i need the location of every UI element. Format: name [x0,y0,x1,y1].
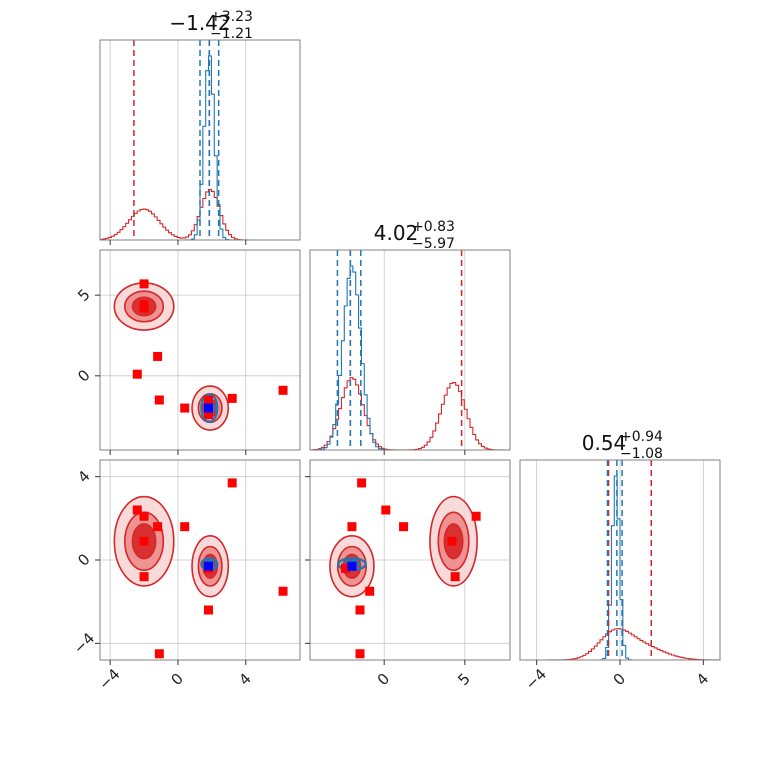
marker-red [154,395,164,405]
marker-red [139,279,149,289]
marker-red [154,649,164,659]
tick-label-y: 4 [74,467,93,486]
marker-red [139,511,149,521]
title-3-plus: +0.94 [620,429,663,445]
title-1-plus: +3.23 [210,9,253,25]
marker-red [203,605,213,615]
marker-red [278,586,288,596]
title-2-minus: −5.97 [412,236,455,252]
title-param-3: 0.54 [582,431,627,455]
panel-frame [99,249,301,451]
tick-label-x: −4 [522,665,550,693]
marker-red [203,410,213,420]
panel-frame [309,249,511,451]
tick-label-y: 0 [74,550,93,569]
marker-red [278,385,288,395]
tick-label-x: 4 [693,670,712,689]
title-1-value: −1.42 [169,11,230,35]
marker-red [153,522,163,532]
title-param-2: 4.02 [374,221,419,245]
panel-frame [99,39,301,241]
marker-red [227,393,237,403]
tick-label-x: 0 [374,670,393,689]
marker-red [340,563,350,573]
marker-red [381,505,391,515]
marker-red [139,300,149,310]
point-markers [132,279,481,659]
marker-red [132,369,142,379]
tick-label-x: −4 [95,665,123,693]
title-3-minus: −1.08 [620,446,663,462]
marker-blue [203,403,213,413]
marker-red [227,478,237,488]
marker-red [180,403,190,413]
histogram-blue [309,265,510,451]
title-param-1: −1.42 [169,11,230,35]
density-contours [113,282,478,598]
marker-red [180,522,190,532]
marker-red [139,572,149,582]
tick-label-y: 5 [74,285,93,304]
marker-blue [203,561,213,571]
marker-red [357,478,367,488]
density-contour-blue [200,393,219,424]
tick-label-x: 4 [235,670,254,689]
tick-label-x: 5 [454,670,473,689]
marker-red [203,395,213,405]
panel-frames [99,39,721,661]
marker-red [365,586,375,596]
title-3-value: 0.54 [582,431,627,455]
quantile-lines [133,40,652,660]
marker-blue [347,561,357,571]
marker-red [355,649,365,659]
marker-red [132,505,142,515]
histogram-red [309,377,511,451]
title-2-value: 4.02 [374,221,419,245]
marker-red [471,511,481,521]
marker-red [139,536,149,546]
title-1-minus: −1.21 [210,26,253,42]
marker-red [355,605,365,615]
title-2-plus: +0.83 [412,219,455,235]
tick-label-y: 0 [74,366,93,385]
marker-red [153,351,163,361]
tick-label-x: 0 [610,670,629,689]
marker-red [450,572,460,582]
tick-label-x: 0 [168,670,187,689]
tick-label-y: −4 [70,629,98,657]
grid-lines [100,40,704,660]
marker-red [447,536,457,546]
marker-red [347,522,357,532]
marker-red [399,522,409,532]
